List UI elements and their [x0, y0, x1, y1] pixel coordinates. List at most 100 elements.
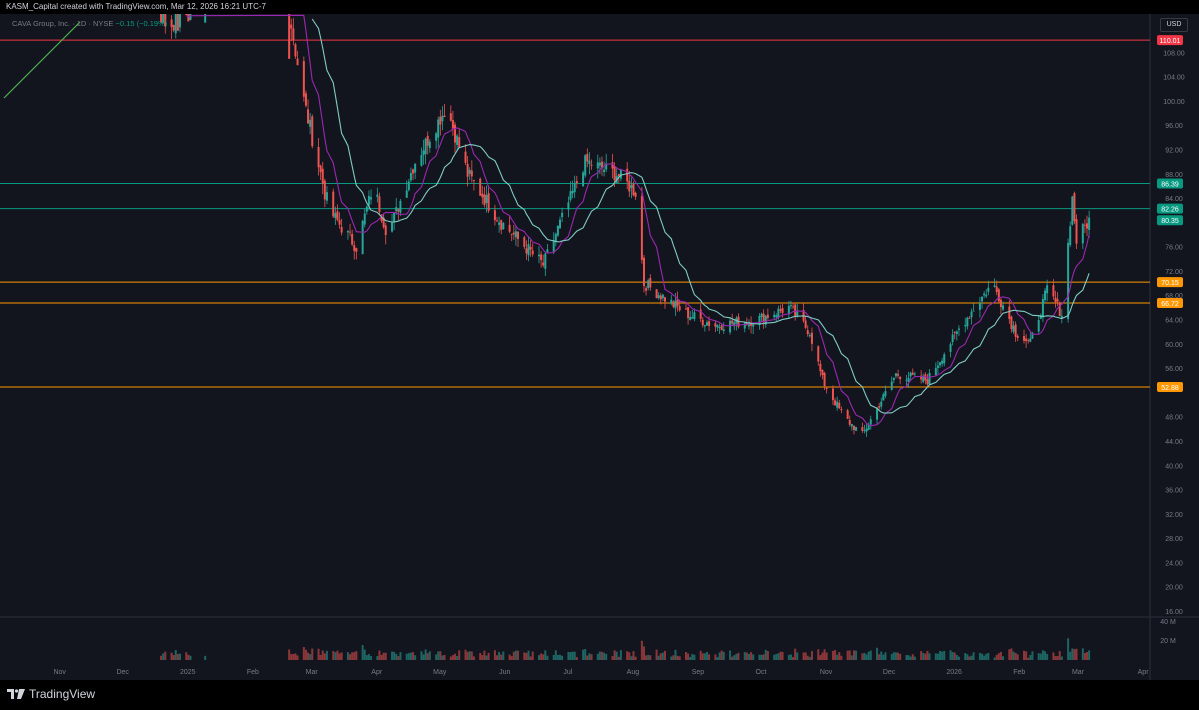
- candle-body: [523, 237, 526, 247]
- candle-body: [384, 225, 387, 236]
- volume-bar: [575, 657, 578, 660]
- volume-bar: [514, 650, 517, 660]
- volume-bar: [729, 650, 732, 660]
- time-tick-label: Aug: [627, 669, 640, 676]
- volume-bar: [634, 656, 637, 660]
- volume-bar: [834, 650, 837, 660]
- volume-bar: [1031, 651, 1034, 660]
- candle-body: [605, 163, 608, 170]
- volume-bar: [351, 652, 354, 660]
- candle-body: [1044, 290, 1047, 301]
- volume-bar: [836, 654, 839, 660]
- candle-body: [978, 303, 981, 310]
- candle-body: [611, 162, 614, 169]
- candle-body: [1073, 193, 1076, 222]
- candle-body: [292, 28, 295, 41]
- volume-bar: [703, 653, 706, 660]
- volume-bar: [1056, 656, 1059, 660]
- volume-bar: [617, 656, 620, 660]
- volume-bar: [466, 651, 469, 660]
- volume-bar: [846, 650, 849, 660]
- candle-body: [953, 332, 956, 333]
- candle-body: [779, 309, 782, 311]
- candle-body: [955, 331, 958, 334]
- candle-body: [733, 322, 736, 327]
- candle-body: [409, 172, 412, 181]
- candle-body: [670, 299, 673, 304]
- volume-bar: [422, 654, 425, 660]
- candle-body: [657, 295, 660, 298]
- volume-bar: [437, 651, 440, 660]
- volume-bar: [735, 653, 738, 660]
- volume-bar: [1014, 652, 1017, 660]
- candle-body: [892, 377, 895, 381]
- volume-bar: [957, 656, 960, 660]
- time-tick-label: Nov: [53, 669, 66, 676]
- candle-body: [852, 425, 855, 431]
- candle-body: [546, 249, 549, 253]
- candle-body: [848, 420, 851, 425]
- volume-bar: [412, 652, 415, 660]
- level-price-badge-label: 70.15: [1161, 280, 1179, 287]
- candle-body: [1056, 299, 1059, 302]
- candles-group: [160, 14, 1091, 437]
- volume-bar: [512, 651, 515, 660]
- time-tick-label: Feb: [247, 669, 259, 676]
- candle-body: [642, 257, 645, 286]
- volume-bar: [1067, 638, 1070, 660]
- candle-body: [687, 307, 690, 319]
- volume-bar: [705, 651, 708, 660]
- candle-body: [510, 233, 513, 235]
- volume-bar: [899, 653, 902, 660]
- candle-body: [894, 373, 897, 377]
- candle-body: [1069, 226, 1072, 246]
- volume-bar: [869, 650, 872, 660]
- price-chart[interactable]: 112.00108.00104.00100.0096.0092.0088.008…: [0, 14, 1199, 680]
- candle-body: [880, 401, 883, 407]
- candle-body: [561, 212, 564, 218]
- volume-bar: [292, 654, 295, 660]
- volume-bar: [382, 652, 385, 660]
- candle-body: [365, 206, 368, 212]
- volume-bar: [850, 655, 853, 660]
- volume-bar: [743, 652, 746, 660]
- candle-body: [485, 194, 488, 203]
- candle-body: [647, 280, 650, 289]
- volume-bar: [831, 650, 834, 660]
- volume-bar: [586, 655, 589, 660]
- volume-bar: [552, 654, 555, 660]
- volume-bar: [714, 654, 717, 660]
- level-price-badge-label: 82.26: [1161, 207, 1179, 214]
- candle-body: [351, 234, 354, 245]
- candle-body: [449, 113, 452, 121]
- volume-bar: [426, 653, 429, 660]
- candle-body: [380, 214, 383, 221]
- symbol-legend[interactable]: CAVA Group, Inc. · 1D · NYSE −0.15 (−0.1…: [12, 19, 167, 28]
- volume-bar: [779, 651, 782, 660]
- volume-bar: [391, 651, 394, 660]
- volume-bar: [571, 651, 574, 660]
- volume-bar: [596, 653, 599, 660]
- volume-bar: [370, 656, 373, 660]
- volume-bar: [174, 650, 177, 660]
- volume-group: [160, 638, 1091, 660]
- volume-bar: [365, 655, 368, 660]
- candle-body: [1060, 315, 1063, 318]
- volume-bar: [529, 656, 532, 660]
- tradingview-logo[interactable]: TradingView: [7, 687, 95, 701]
- candle-body: [426, 135, 429, 146]
- volume-bar: [878, 654, 881, 660]
- candle-body: [538, 254, 541, 257]
- volume-bar: [880, 651, 883, 660]
- volume-bar: [561, 655, 564, 660]
- volume-bar: [1010, 648, 1013, 660]
- volume-bar: [655, 649, 658, 660]
- volume-bar: [773, 654, 776, 660]
- volume-bar: [1008, 649, 1011, 660]
- price-tick-label: 84.00: [1165, 196, 1183, 203]
- currency-button[interactable]: USD: [1160, 18, 1188, 32]
- volume-bar: [936, 653, 939, 660]
- volume-bar: [531, 651, 534, 660]
- candle-body: [1010, 316, 1013, 330]
- candle-body: [176, 14, 179, 31]
